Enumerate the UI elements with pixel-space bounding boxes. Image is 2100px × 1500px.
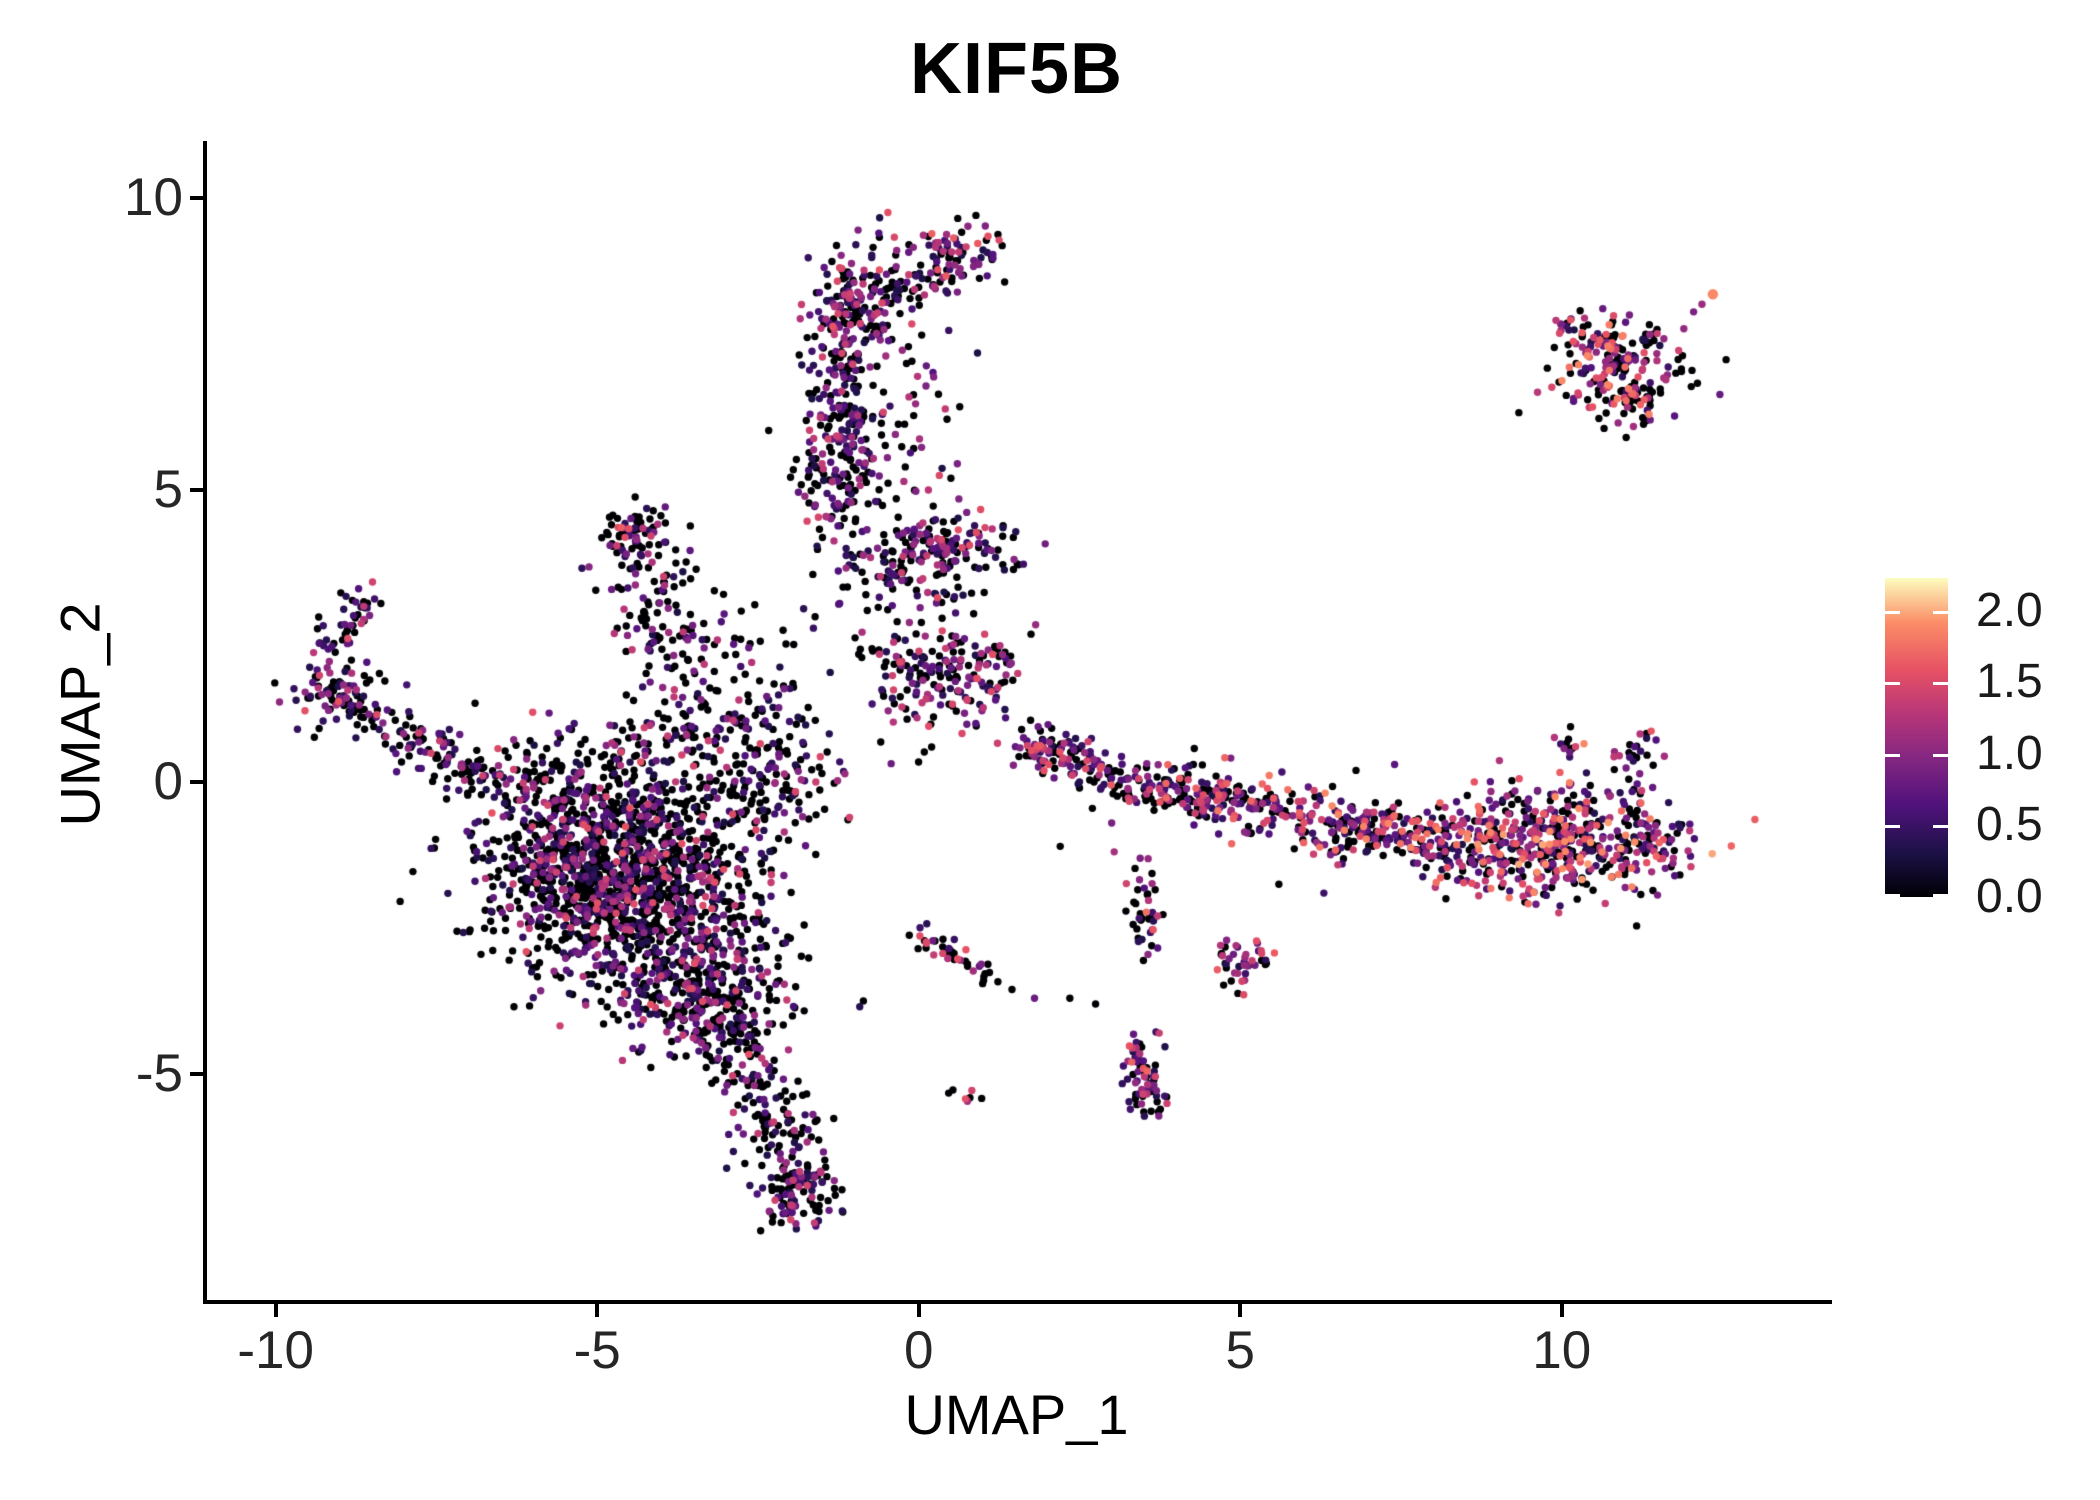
y-tick-mark [190, 195, 203, 200]
colorbar-tick-label: 1.5 [1976, 655, 2043, 709]
y-tick-mark [190, 780, 203, 785]
colorbar-tick-label: 0.5 [1976, 798, 2043, 852]
colorbar-tick-mark [1933, 610, 1948, 614]
x-tick-label: -10 [237, 1321, 315, 1380]
colorbar-tick-mark [1885, 753, 1900, 757]
x-tick-mark [595, 1304, 600, 1317]
x-tick-mark [1238, 1304, 1243, 1317]
colorbar-tick-mark [1885, 894, 1900, 897]
x-tick-mark [916, 1304, 921, 1317]
colorbar-tick-mark [1885, 682, 1900, 686]
y-axis-label: UMAP_2 [48, 602, 112, 827]
colorbar-tick-mark [1933, 753, 1948, 757]
colorbar-tick-label: 2.0 [1976, 583, 2043, 637]
colorbar-tick-label: 1.0 [1976, 726, 2043, 780]
x-tick-label: -5 [573, 1321, 621, 1380]
x-tick-label: 5 [1225, 1321, 1255, 1380]
y-tick-mark [190, 487, 203, 492]
x-tick-label: 10 [1532, 1321, 1592, 1380]
colorbar-tick-mark [1885, 825, 1900, 829]
colorbar-tick-label: 0.0 [1976, 870, 2043, 923]
colorbar-gradient [1885, 578, 1948, 897]
colorbar-tick-mark [1933, 825, 1948, 829]
y-tick-label: 0 [153, 752, 183, 812]
colorbar-tick-mark [1933, 894, 1948, 897]
x-axis-label: UMAP_1 [904, 1383, 1129, 1446]
y-axis-line [203, 141, 207, 1304]
x-axis-line [203, 1300, 1832, 1304]
colorbar-tick-mark [1885, 610, 1900, 614]
colorbar-tick-mark [1933, 682, 1948, 686]
y-tick-label: 5 [153, 459, 183, 519]
y-tick-label: -5 [135, 1044, 183, 1104]
x-tick-mark [1559, 1304, 1564, 1317]
y-tick-label: 10 [124, 167, 183, 227]
x-tick-label: 0 [904, 1321, 934, 1380]
y-tick-mark [190, 1072, 203, 1077]
x-tick-mark [273, 1304, 278, 1317]
